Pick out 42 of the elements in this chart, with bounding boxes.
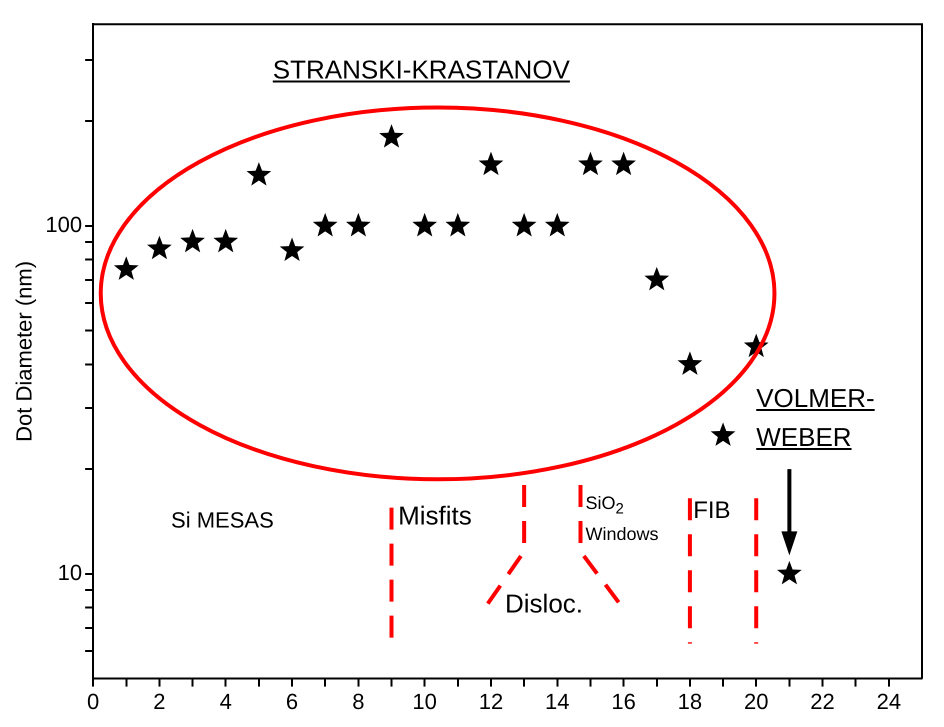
x-tick-label: 0 bbox=[86, 688, 100, 714]
point bbox=[114, 256, 139, 280]
point bbox=[346, 212, 371, 236]
point bbox=[312, 212, 338, 236]
point bbox=[478, 152, 504, 176]
point bbox=[777, 560, 802, 584]
x-tick-label: 8 bbox=[352, 688, 364, 714]
x-tick-label: 16 bbox=[611, 688, 636, 714]
point bbox=[544, 212, 570, 236]
point bbox=[611, 152, 636, 176]
annotation: VOLMER-WEBER bbox=[756, 382, 875, 454]
point bbox=[147, 236, 172, 260]
x-tick-label: 2 bbox=[153, 688, 166, 714]
point bbox=[180, 228, 205, 252]
x-tick-label: 4 bbox=[220, 688, 232, 714]
point bbox=[213, 228, 238, 252]
x-tick-label: 18 bbox=[678, 688, 702, 714]
y-tick-label: 100 bbox=[45, 212, 82, 237]
annotation: Misfits bbox=[398, 500, 472, 530]
annotation: FIB bbox=[693, 496, 732, 526]
annotation: STRANSKI-KRASTANOV bbox=[272, 54, 571, 87]
point bbox=[644, 266, 670, 290]
point bbox=[412, 212, 438, 236]
point bbox=[379, 124, 404, 148]
x-tick-label: 24 bbox=[876, 688, 902, 714]
annotation: Disloc. bbox=[504, 587, 584, 620]
point bbox=[512, 212, 536, 236]
point bbox=[246, 162, 272, 186]
point bbox=[280, 237, 304, 261]
point bbox=[445, 212, 470, 236]
y-axis-title: Dot Diameter (nm) bbox=[11, 260, 36, 442]
annotation: Si MESAS bbox=[170, 506, 275, 534]
x-tick-label: 22 bbox=[810, 688, 835, 714]
annotation: SiO$_{2}$ Windows bbox=[585, 492, 660, 546]
x-tick-label: 14 bbox=[545, 688, 570, 714]
x-tick-label: 12 bbox=[478, 688, 504, 714]
x-tick-label: 20 bbox=[744, 688, 768, 714]
x-tick-label: 6 bbox=[286, 688, 298, 714]
x-tick-label: 10 bbox=[412, 688, 437, 714]
point bbox=[678, 351, 702, 375]
point bbox=[578, 152, 603, 176]
point bbox=[710, 422, 736, 446]
